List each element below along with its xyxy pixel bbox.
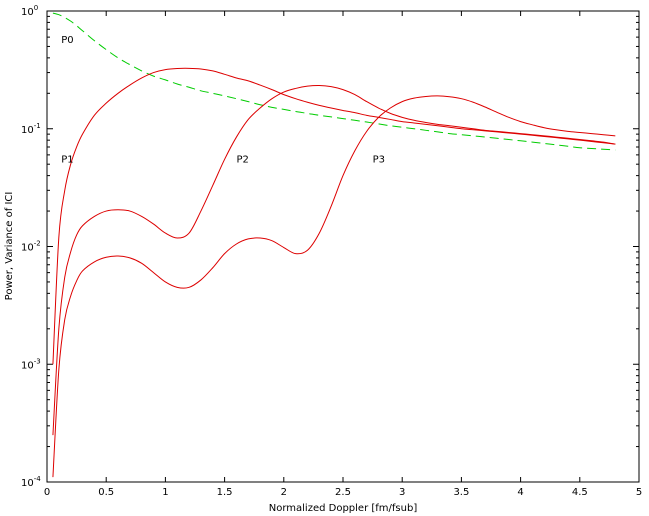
series-line-p3 bbox=[52, 95, 616, 478]
y-tick-label: 100 bbox=[21, 4, 38, 18]
x-axis-title: Normalized Doppler [fm/fsub] bbox=[269, 503, 418, 514]
curves bbox=[52, 12, 616, 478]
curve-label-p2: P2 bbox=[236, 154, 248, 165]
series-line-p2 bbox=[52, 84, 616, 436]
x-tick-label: 1.5 bbox=[217, 487, 233, 498]
curve-label-p1: P1 bbox=[61, 154, 73, 165]
y-tick-label: 10-4 bbox=[21, 475, 41, 489]
axis-ticks: 0 0.5 1 1.5 2 2.5 3 3.5 4 4.5 5 100 10-1 10-2 10-3 10-4 bbox=[21, 4, 642, 498]
series-line-p1 bbox=[52, 67, 616, 365]
x-tick-label: 4.5 bbox=[572, 487, 588, 498]
x-tick-label: 0.5 bbox=[98, 487, 114, 498]
x-tick-label: 3.5 bbox=[453, 487, 469, 498]
x-tick-label: 1 bbox=[162, 487, 168, 498]
curve-labels: P0 P1 P2 P3 bbox=[61, 35, 385, 166]
x-tick-label: 4 bbox=[517, 487, 523, 498]
x-tick-label: 0 bbox=[44, 487, 50, 498]
x-tick-label: 5 bbox=[636, 487, 642, 498]
y-axis-title: Power, Variance of ICI bbox=[4, 192, 15, 301]
x-tick-label: 2.5 bbox=[335, 487, 351, 498]
curve-label-p3: P3 bbox=[373, 154, 385, 165]
x-tick-label: 2 bbox=[281, 487, 287, 498]
series-line-p0 bbox=[52, 12, 616, 151]
y-tick-label: 10-3 bbox=[21, 357, 41, 371]
y-tick-label: 10-1 bbox=[21, 122, 41, 136]
x-tick-label: 3 bbox=[399, 487, 405, 498]
curve-label-p0: P0 bbox=[61, 35, 73, 46]
y-tick-label: 10-2 bbox=[21, 240, 41, 254]
